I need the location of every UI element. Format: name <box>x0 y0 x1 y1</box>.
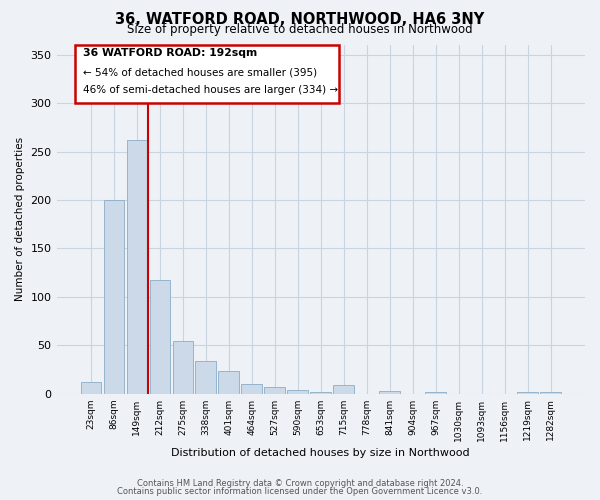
Text: ← 54% of detached houses are smaller (395): ← 54% of detached houses are smaller (39… <box>83 68 317 78</box>
Bar <box>540 392 561 394</box>
Bar <box>241 384 262 394</box>
Bar <box>425 392 446 394</box>
Y-axis label: Number of detached properties: Number of detached properties <box>15 137 25 302</box>
Bar <box>149 280 170 394</box>
Bar <box>218 372 239 394</box>
Bar <box>127 140 147 394</box>
Bar <box>334 385 354 394</box>
Text: Contains HM Land Registry data © Crown copyright and database right 2024.: Contains HM Land Registry data © Crown c… <box>137 478 463 488</box>
Text: 46% of semi-detached houses are larger (334) →: 46% of semi-detached houses are larger (… <box>83 85 338 95</box>
Bar <box>104 200 124 394</box>
Text: Size of property relative to detached houses in Northwood: Size of property relative to detached ho… <box>127 22 473 36</box>
Bar <box>173 342 193 394</box>
Bar <box>287 390 308 394</box>
Bar <box>379 390 400 394</box>
Text: 36 WATFORD ROAD: 192sqm: 36 WATFORD ROAD: 192sqm <box>83 48 257 58</box>
Text: 36, WATFORD ROAD, NORTHWOOD, HA6 3NY: 36, WATFORD ROAD, NORTHWOOD, HA6 3NY <box>115 12 485 28</box>
Bar <box>265 387 285 394</box>
Text: Contains public sector information licensed under the Open Government Licence v3: Contains public sector information licen… <box>118 487 482 496</box>
X-axis label: Distribution of detached houses by size in Northwood: Distribution of detached houses by size … <box>172 448 470 458</box>
Bar <box>196 360 216 394</box>
Bar <box>310 392 331 394</box>
FancyBboxPatch shape <box>75 45 339 102</box>
Bar <box>517 392 538 394</box>
Bar <box>80 382 101 394</box>
